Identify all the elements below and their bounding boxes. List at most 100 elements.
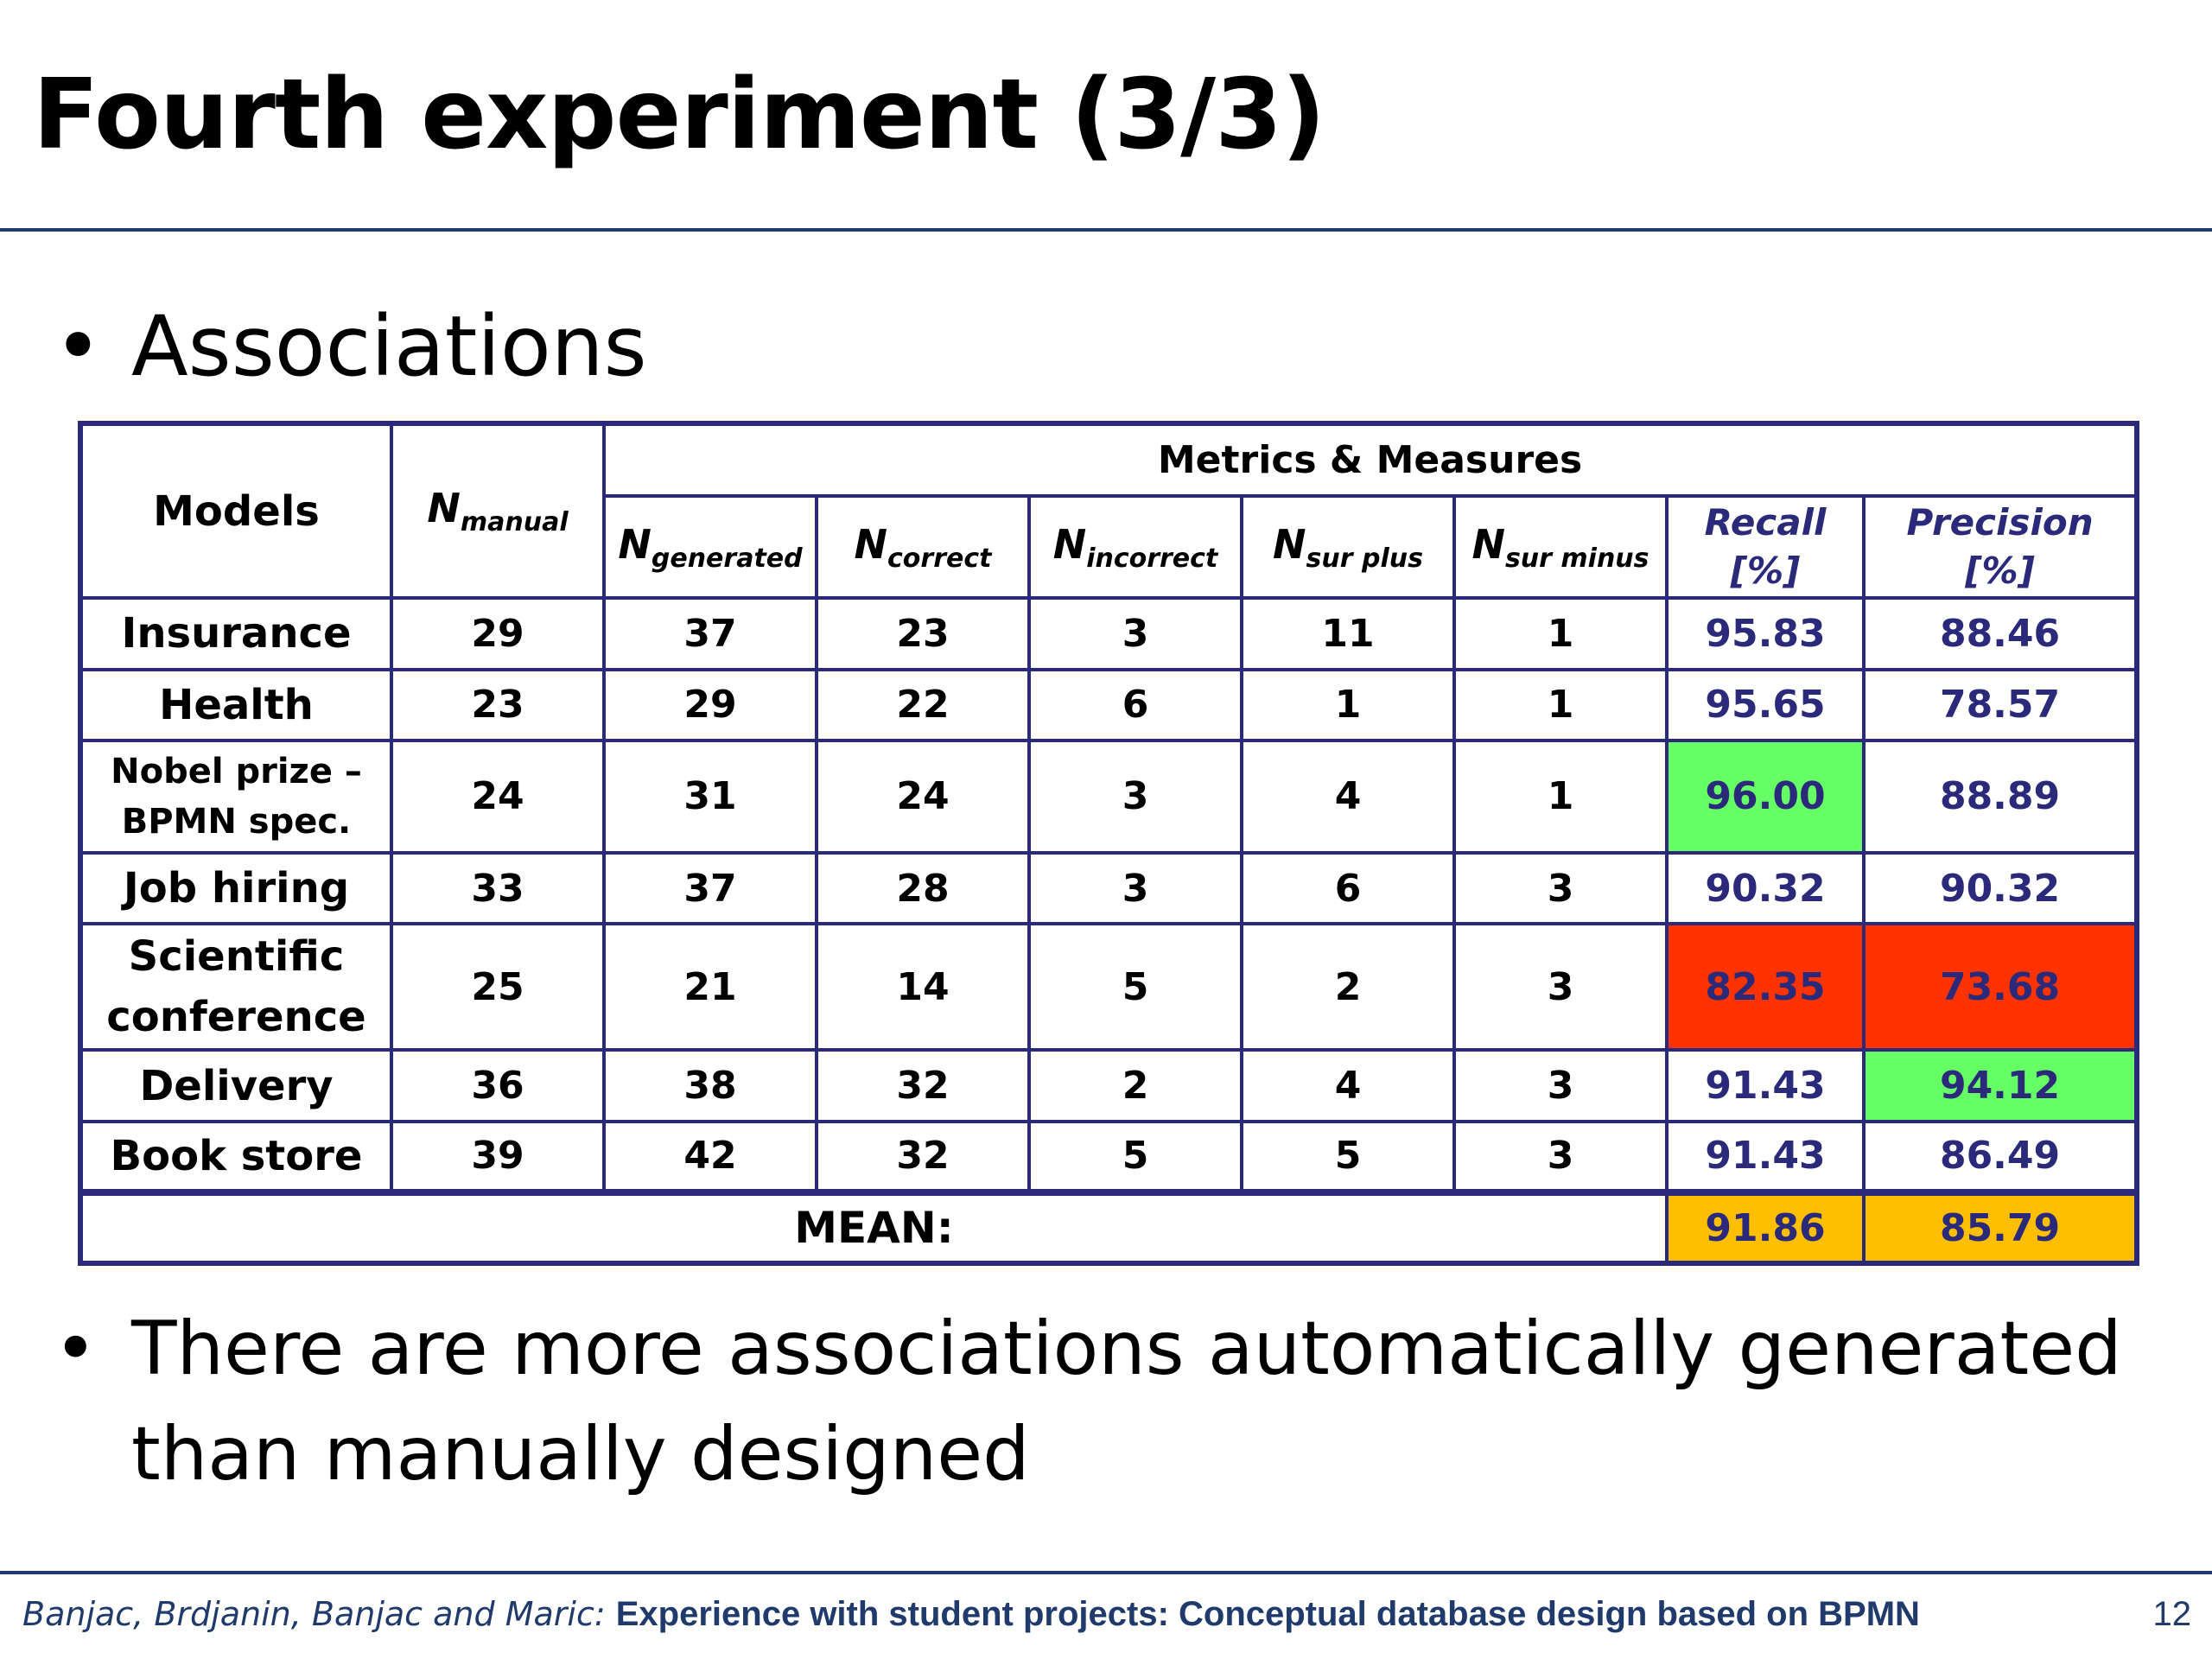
cell-generated: 37 bbox=[602, 850, 818, 926]
table-row: Job hiring 33 37 28 3 6 3 90.32 90.32 bbox=[79, 850, 2139, 926]
header-precision: Precision [%] bbox=[1861, 494, 2139, 601]
cell-sur-plus: 4 bbox=[1240, 1048, 1456, 1123]
cell-correct: 22 bbox=[815, 667, 1031, 742]
model-name: Nobel prize – BPMN spec. bbox=[79, 738, 393, 855]
cell-generated: 38 bbox=[602, 1048, 818, 1123]
model-name: Insurance bbox=[79, 596, 393, 671]
cell-sur-minus: 1 bbox=[1452, 738, 1669, 855]
cell-correct: 14 bbox=[815, 922, 1031, 1052]
cell-manual: 25 bbox=[390, 922, 606, 1052]
bullet-glyph: • bbox=[54, 1306, 98, 1392]
cell-recall: 95.83 bbox=[1665, 596, 1866, 671]
header-row-2: Ngenerated Ncorrect Nincorrect Nsur plus… bbox=[80, 494, 2139, 601]
cell-generated: 42 bbox=[602, 1119, 818, 1194]
cell-sur-minus: 3 bbox=[1452, 1119, 1669, 1194]
cell-generated: 29 bbox=[602, 667, 818, 742]
cell-generated: 37 bbox=[602, 596, 818, 671]
cell-manual: 39 bbox=[390, 1119, 606, 1194]
footer-title: Experience with student projects: Concep… bbox=[615, 1595, 1920, 1633]
table-row: Health 23 29 22 6 1 1 95.65 78.57 bbox=[79, 667, 2139, 742]
cell-correct: 24 bbox=[815, 738, 1031, 855]
header-n-sur-minus: Nsur minus bbox=[1452, 494, 1669, 601]
bullet-text-line1: There are more associations automaticall… bbox=[131, 1306, 2122, 1392]
cell-sur-plus: 2 bbox=[1240, 922, 1456, 1052]
cell-correct: 32 bbox=[815, 1048, 1031, 1123]
cell-incorrect: 5 bbox=[1027, 922, 1243, 1052]
bullet-conclusion: • There are more associations automatica… bbox=[54, 1296, 2122, 1507]
cell-sur-plus: 11 bbox=[1240, 596, 1456, 671]
header-recall: Recall [%] bbox=[1665, 494, 1866, 601]
cell-sur-minus: 3 bbox=[1452, 1048, 1669, 1123]
cell-sur-minus: 3 bbox=[1452, 850, 1669, 926]
header-metrics-group: Metrics & Measures bbox=[601, 421, 2139, 499]
cell-recall-best: 96.00 bbox=[1665, 738, 1866, 855]
header-n-generated: Ngenerated bbox=[602, 494, 818, 601]
cell-correct: 28 bbox=[815, 850, 1031, 926]
cell-manual: 24 bbox=[390, 738, 606, 855]
mean-label: MEAN: bbox=[79, 1188, 1669, 1266]
table-row: Nobel prize – BPMN spec. 24 31 24 3 4 1 9… bbox=[79, 738, 2139, 855]
model-name: Health bbox=[79, 667, 393, 742]
bullet-text: Associations bbox=[131, 298, 647, 395]
cell-sur-plus: 5 bbox=[1240, 1119, 1456, 1194]
model-name: Book store bbox=[79, 1119, 393, 1194]
cell-precision: 78.57 bbox=[1861, 667, 2139, 742]
cell-precision-best: 94.12 bbox=[1861, 1048, 2139, 1123]
cell-incorrect: 3 bbox=[1027, 596, 1243, 671]
cell-incorrect: 5 bbox=[1027, 1119, 1243, 1194]
cell-generated: 31 bbox=[602, 738, 818, 855]
bullet-associations: • Associations bbox=[54, 298, 647, 395]
cell-sur-minus: 1 bbox=[1452, 596, 1669, 671]
cell-sur-plus: 6 bbox=[1240, 850, 1456, 926]
model-name: Job hiring bbox=[79, 850, 393, 926]
cell-correct: 23 bbox=[815, 596, 1031, 671]
footer-divider bbox=[0, 1571, 2212, 1574]
footer-authors: Banjac, Brdjanin, Banjac and Maric: bbox=[22, 1595, 606, 1633]
cell-precision: 88.46 bbox=[1861, 596, 2139, 671]
cell-manual: 36 bbox=[390, 1048, 606, 1123]
cell-manual: 23 bbox=[390, 667, 606, 742]
header-row-1: Models Nmanual Metrics & Measures bbox=[79, 421, 2139, 601]
header-n-correct: Ncorrect bbox=[815, 494, 1031, 601]
page-number: 12 bbox=[2152, 1595, 2192, 1633]
cell-generated: 21 bbox=[602, 922, 818, 1052]
header-n-manual: Nmanual bbox=[390, 421, 606, 601]
cell-manual: 29 bbox=[390, 596, 606, 671]
cell-precision: 86.49 bbox=[1861, 1119, 2139, 1194]
footer: Banjac, Brdjanin, Banjac and Maric: Expe… bbox=[22, 1595, 2191, 1638]
model-name: Scientific conference bbox=[79, 922, 393, 1052]
table-row: Delivery 36 38 32 2 4 3 91.43 94.12 bbox=[79, 1048, 2139, 1123]
table-row: Scientific conference 25 21 14 5 2 3 82.3… bbox=[79, 922, 2139, 1052]
cell-precision: 90.32 bbox=[1861, 850, 2139, 926]
cell-sur-minus: 3 bbox=[1452, 922, 1669, 1052]
bullet-text-line2: than manually designed bbox=[131, 1411, 1030, 1497]
cell-recall: 95.65 bbox=[1665, 667, 1866, 742]
cell-sur-minus: 1 bbox=[1452, 667, 1669, 742]
slide-title: Fourth experiment (3/3) bbox=[33, 59, 1325, 171]
cell-sur-plus: 4 bbox=[1240, 738, 1456, 855]
cell-recall: 91.43 bbox=[1665, 1048, 1866, 1123]
cell-incorrect: 3 bbox=[1027, 850, 1243, 926]
cell-recall: 90.32 bbox=[1665, 850, 1866, 926]
header-models: Models bbox=[79, 421, 393, 601]
header-n-sur-plus: Nsur plus bbox=[1240, 494, 1456, 601]
cell-manual: 33 bbox=[390, 850, 606, 926]
cell-precision: 88.89 bbox=[1861, 738, 2139, 855]
cell-precision-worst: 73.68 bbox=[1861, 922, 2139, 1052]
title-divider bbox=[0, 228, 2212, 232]
header-n-incorrect: Nincorrect bbox=[1027, 494, 1243, 601]
cell-incorrect: 6 bbox=[1027, 667, 1243, 742]
mean-row: MEAN: 91.86 85.79 bbox=[79, 1188, 2139, 1266]
cell-incorrect: 3 bbox=[1027, 738, 1243, 855]
mean-recall: 91.86 bbox=[1665, 1188, 1866, 1266]
cell-sur-plus: 1 bbox=[1240, 667, 1456, 742]
bullet-glyph: • bbox=[54, 298, 103, 395]
results-table: Models Nmanual Metrics & Measures Ngener… bbox=[78, 421, 2140, 1266]
mean-precision: 85.79 bbox=[1861, 1188, 2139, 1266]
table-row: Book store 39 42 32 5 5 3 91.43 86.49 bbox=[79, 1119, 2139, 1194]
model-name: Delivery bbox=[79, 1048, 393, 1123]
cell-recall: 91.43 bbox=[1665, 1119, 1866, 1194]
cell-incorrect: 2 bbox=[1027, 1048, 1243, 1123]
table-row: Insurance 29 37 23 3 11 1 95.83 88.46 bbox=[79, 596, 2139, 671]
cell-correct: 32 bbox=[815, 1119, 1031, 1194]
